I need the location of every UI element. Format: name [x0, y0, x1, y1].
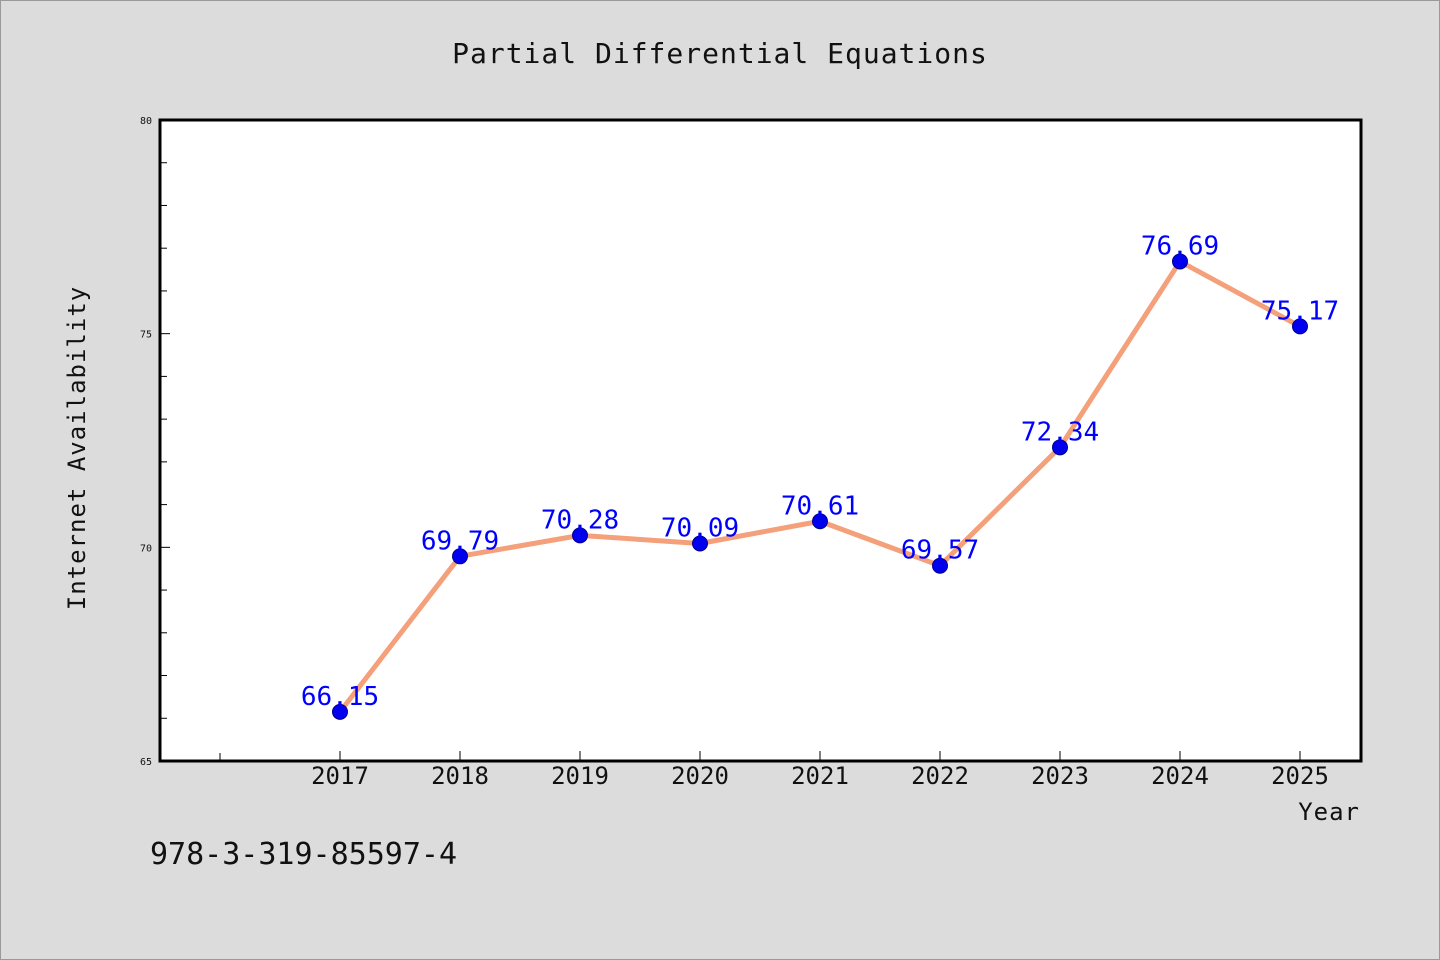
- data-label: 70.61: [781, 491, 859, 521]
- isbn-text: 978-3-319-85597-4: [150, 837, 457, 872]
- plot-border: [158, 118, 1363, 763]
- y-axis-label: Internet Availability: [63, 286, 91, 610]
- plot-area: [160, 120, 1361, 761]
- x-tick-label: 2017: [311, 762, 369, 790]
- data-point: [1292, 318, 1308, 335]
- y-tick-label: 75: [140, 330, 152, 341]
- data-label: 72.34: [1021, 417, 1099, 447]
- series-group: [332, 253, 1308, 720]
- x-axis-label: Year: [1298, 798, 1360, 826]
- data-label: 70.09: [661, 513, 739, 543]
- data-point: [1172, 253, 1188, 270]
- data-point: [1052, 439, 1068, 456]
- data-label: 70.28: [541, 505, 619, 535]
- x-tick-label: 2021: [791, 762, 849, 790]
- data-point: [692, 535, 708, 552]
- data-label: 66.15: [301, 682, 379, 712]
- data-labels: 66.15 69.79 70.28 70.09 70.61 69.57 72.34 76.69…: [301, 231, 1339, 711]
- data-point: [932, 557, 948, 574]
- x-tick-label: 2018: [431, 762, 489, 790]
- chart-title: Partial Differential Equations: [452, 37, 988, 70]
- x-tick-label: 2022: [911, 762, 969, 790]
- x-axis: 2017 2018 2019 2020 2021 2022 2023 2024 2025: [219, 751, 1329, 790]
- x-tick-label: 2024: [1151, 762, 1209, 790]
- data-label: 76.69: [1141, 231, 1219, 261]
- data-label: 69.57: [901, 536, 979, 566]
- x-tick-label: 2023: [1031, 762, 1089, 790]
- y-tick-label: 70: [140, 543, 152, 554]
- data-point: [452, 548, 468, 565]
- data-label: 75.17: [1261, 296, 1339, 326]
- data-point: [812, 513, 828, 530]
- x-tick-label: 2025: [1271, 762, 1329, 790]
- data-point: [572, 527, 588, 544]
- data-point: [332, 703, 348, 720]
- data-label: 69.79: [421, 526, 499, 556]
- x-tick-label: 2019: [551, 762, 609, 790]
- y-tick-label: 80: [140, 116, 152, 127]
- x-tick-label: 2020: [671, 762, 729, 790]
- y-tick-label: 65: [140, 757, 152, 768]
